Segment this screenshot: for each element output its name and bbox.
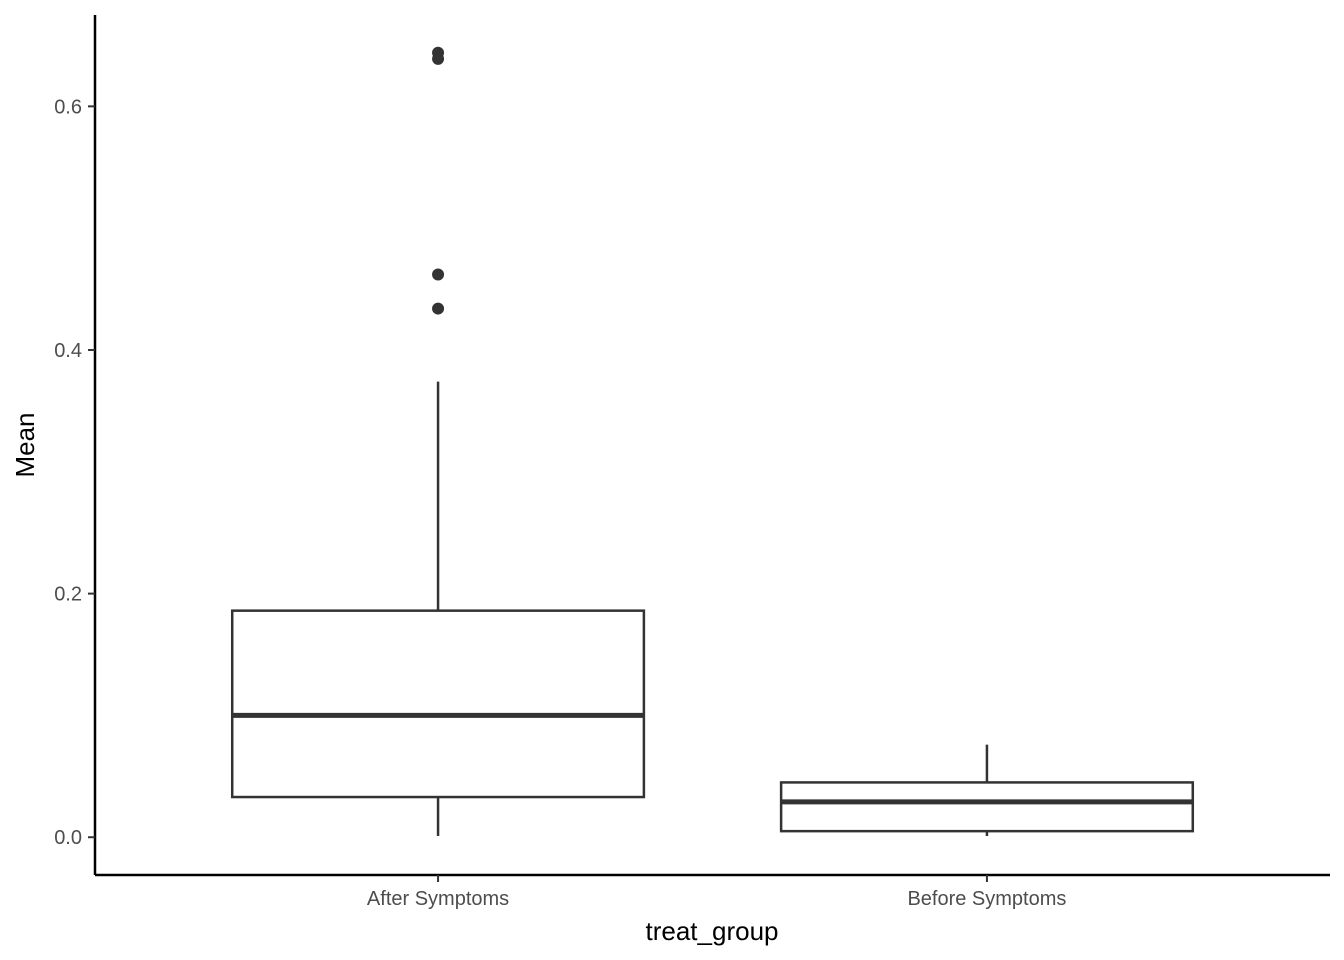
box-before-symptoms	[779, 744, 1195, 837]
x-tick-label: After Symptoms	[367, 888, 509, 910]
outlier-point	[432, 268, 445, 281]
x-axis-title: treat_group	[646, 916, 779, 946]
plot-area	[230, 46, 1195, 837]
outlier-point	[432, 46, 445, 59]
y-tick-label: 0.2	[54, 584, 82, 606]
y-tick-label: 0.6	[54, 96, 82, 118]
box-after-symptoms	[230, 46, 646, 837]
iqr-box	[230, 609, 646, 799]
y-tick-label: 0.0	[54, 827, 82, 849]
axes: 0.0 0.2 0.4 0.6 After Symptoms Before Symptom…	[54, 15, 1330, 910]
y-axis-title: Mean	[10, 412, 40, 477]
x-tick-label: Before Symptoms	[907, 888, 1066, 910]
outlier-point	[432, 302, 445, 315]
y-tick-label: 0.4	[54, 340, 82, 362]
iqr-box	[779, 781, 1195, 833]
